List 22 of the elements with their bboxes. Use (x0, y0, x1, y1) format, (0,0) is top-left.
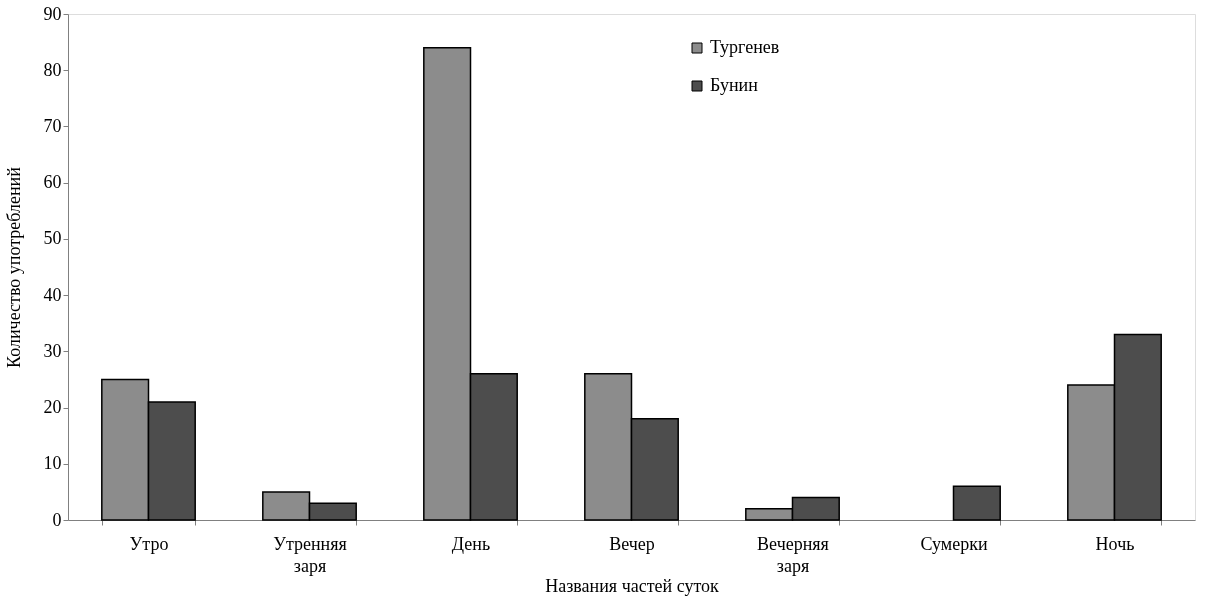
legend-label: Бунин (710, 75, 759, 95)
bar (952, 485, 1001, 521)
y-tick-label: 30 (43, 340, 62, 361)
y-tick-label: 90 (43, 3, 62, 24)
x-tick-label: Утро (129, 533, 169, 554)
x-tick-label: Вечер (609, 533, 655, 554)
y-tick-label: 20 (43, 397, 62, 418)
y-tick-label: 70 (43, 115, 62, 136)
y-tick-label: 50 (43, 228, 62, 249)
x-tick-label: День (451, 533, 491, 554)
y-tick-label: 60 (43, 172, 62, 193)
x-tick-label: Ночь (1095, 533, 1135, 554)
y-tick-label: 80 (43, 59, 62, 80)
legend-label: Тургенев (710, 37, 780, 57)
y-axis-title: Количество употреблений (3, 166, 24, 368)
x-tick-label: Вечерняя заря (757, 533, 829, 576)
x-axis-title: Названия частей суток (545, 575, 720, 596)
y-tick-label: 40 (43, 284, 62, 305)
x-tick-label: Сумерки (920, 533, 988, 554)
y-tick-label: 0 (52, 509, 62, 530)
x-tick-label: Утренняя заря (273, 533, 347, 576)
y-tick-label: 10 (43, 453, 62, 474)
